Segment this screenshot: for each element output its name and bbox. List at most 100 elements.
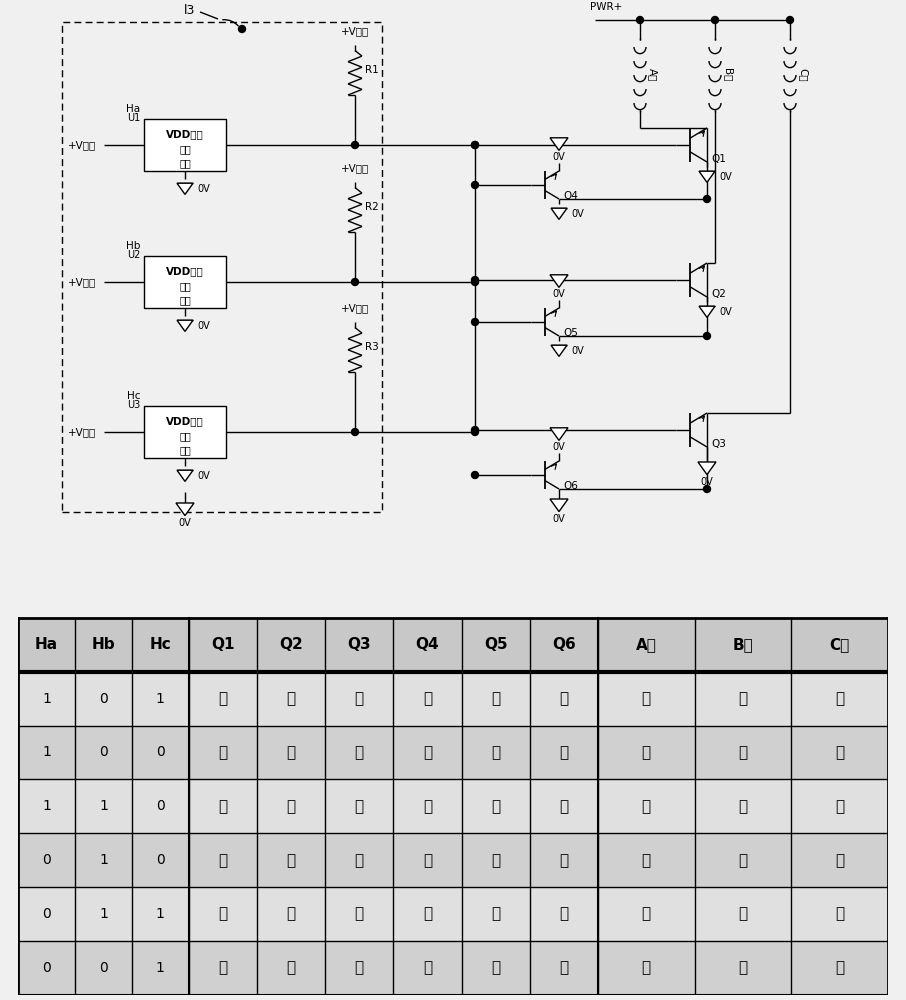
Text: Hc: Hc — [127, 391, 140, 401]
Text: 开: 开 — [354, 961, 364, 976]
Text: R3: R3 — [365, 342, 379, 352]
Text: 0: 0 — [43, 907, 51, 921]
Text: Ha: Ha — [126, 104, 140, 114]
Text: 0: 0 — [156, 853, 165, 867]
Text: +V靂尔: +V靂尔 — [68, 277, 96, 287]
Text: 关: 关 — [641, 691, 651, 706]
Text: 1: 1 — [42, 745, 51, 759]
Text: 关: 关 — [218, 961, 227, 976]
Text: 开: 开 — [286, 853, 295, 868]
Text: 关: 关 — [835, 745, 844, 760]
Polygon shape — [698, 462, 716, 475]
Text: 0: 0 — [99, 961, 108, 975]
Text: 关: 关 — [423, 853, 432, 868]
Text: 1: 1 — [156, 961, 165, 975]
Text: Q4: Q4 — [563, 191, 578, 201]
Text: U1: U1 — [127, 113, 140, 123]
Circle shape — [471, 278, 478, 286]
Text: Q6: Q6 — [552, 637, 575, 652]
Text: VDD输出: VDD输出 — [166, 267, 204, 277]
Polygon shape — [550, 138, 568, 150]
Text: Q4: Q4 — [416, 637, 439, 652]
Text: Q2: Q2 — [711, 289, 726, 299]
Text: Q1: Q1 — [711, 154, 726, 164]
Text: 关: 关 — [423, 799, 432, 814]
Text: 关: 关 — [354, 853, 364, 868]
Text: 关: 关 — [738, 691, 747, 706]
Bar — [18, 833, 888, 887]
Text: 0: 0 — [99, 745, 108, 759]
Text: 开: 开 — [641, 799, 651, 814]
Text: 0V: 0V — [719, 172, 732, 182]
Text: 开: 开 — [218, 799, 227, 814]
Text: 关: 关 — [286, 961, 295, 976]
Text: 开: 开 — [491, 691, 500, 706]
Text: 关: 关 — [286, 799, 295, 814]
Text: 0V: 0V — [700, 477, 713, 487]
Text: 0V: 0V — [197, 471, 210, 481]
Text: 开: 开 — [423, 907, 432, 922]
Circle shape — [352, 428, 359, 436]
Text: 开: 开 — [641, 745, 651, 760]
Text: 0V: 0V — [553, 289, 565, 299]
Text: C相: C相 — [798, 68, 808, 82]
Circle shape — [703, 196, 710, 202]
Text: 处理: 处理 — [179, 281, 191, 291]
Text: 0V: 0V — [553, 514, 565, 524]
Circle shape — [703, 486, 710, 492]
Polygon shape — [177, 320, 193, 331]
Text: 开: 开 — [354, 691, 364, 706]
Polygon shape — [551, 208, 567, 219]
Bar — [144, 256, 226, 308]
Text: Hc: Hc — [149, 637, 171, 652]
Text: 开: 开 — [491, 745, 500, 760]
Text: Q1: Q1 — [211, 637, 235, 652]
Text: 关: 关 — [559, 961, 568, 976]
Text: 处理: 处理 — [179, 144, 191, 154]
Text: 0: 0 — [99, 692, 108, 706]
Text: 1: 1 — [99, 799, 108, 813]
Text: 关: 关 — [354, 907, 364, 922]
Text: B相: B相 — [723, 68, 733, 82]
Text: 0V: 0V — [571, 209, 583, 219]
Text: 1: 1 — [156, 907, 165, 921]
Text: 关: 关 — [286, 745, 295, 760]
Text: 逻辑: 逻辑 — [179, 445, 191, 455]
Text: 关: 关 — [423, 745, 432, 760]
Text: 处理: 处理 — [179, 431, 191, 441]
Text: 0V: 0V — [197, 321, 210, 331]
Text: Q3: Q3 — [347, 637, 371, 652]
Polygon shape — [550, 275, 568, 287]
Text: 0V: 0V — [178, 518, 191, 528]
Text: Q5: Q5 — [563, 328, 578, 338]
Bar — [18, 887, 888, 941]
Text: U3: U3 — [127, 400, 140, 410]
Text: 关: 关 — [559, 691, 568, 706]
Text: 0V: 0V — [719, 307, 732, 317]
Bar — [144, 406, 226, 458]
Text: 关: 关 — [218, 853, 227, 868]
Text: 1: 1 — [42, 692, 51, 706]
Text: Hb: Hb — [92, 637, 115, 652]
Circle shape — [471, 141, 478, 148]
Text: 关: 关 — [354, 799, 364, 814]
Text: 关: 关 — [286, 691, 295, 706]
Polygon shape — [699, 171, 715, 182]
Text: 关: 关 — [835, 853, 844, 868]
Text: 关: 关 — [835, 799, 844, 814]
Circle shape — [352, 278, 359, 286]
Text: 0: 0 — [156, 745, 165, 759]
Circle shape — [471, 141, 478, 148]
Polygon shape — [177, 470, 193, 481]
Text: 0: 0 — [43, 961, 51, 975]
Text: 0V: 0V — [571, 346, 583, 356]
Bar — [18, 672, 888, 726]
Text: 1: 1 — [42, 799, 51, 813]
Text: 0V: 0V — [553, 152, 565, 162]
Circle shape — [471, 276, 478, 284]
Text: 关: 关 — [641, 961, 651, 976]
Circle shape — [471, 426, 478, 434]
Circle shape — [711, 16, 718, 23]
Text: 开: 开 — [559, 853, 568, 868]
Text: 关: 关 — [354, 745, 364, 760]
